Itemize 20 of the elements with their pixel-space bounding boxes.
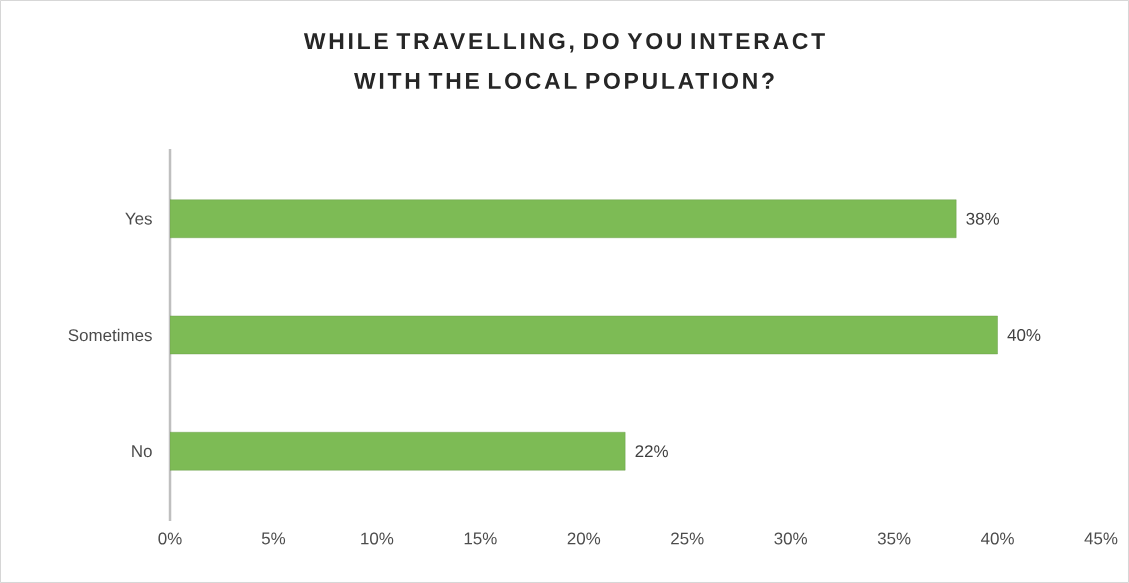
x-tick-label: 45% (1084, 532, 1118, 545)
x-tick-label: 5% (261, 532, 286, 545)
chart-title: WHILE TRAVELLING, DO YOU INTERACT WITH THE LOCAL POPULATION? (303, 32, 825, 90)
x-tick-label: 10% (361, 532, 394, 545)
bar (170, 315, 998, 355)
x-tick-label: 35% (877, 532, 911, 545)
bar (170, 199, 957, 238)
data-label: 22% (635, 445, 668, 458)
bar (170, 432, 626, 471)
x-tick-label: 0% (158, 532, 182, 545)
x-tick-label: 15% (464, 532, 497, 545)
x-tick-label: 40% (981, 532, 1014, 545)
y-tick-label: No (132, 445, 152, 458)
y-tick-label: Yes (125, 212, 152, 225)
x-tick-label: 25% (671, 532, 704, 545)
x-tick-label: 30% (774, 532, 808, 545)
y-tick-label: Sometimes (68, 328, 152, 342)
data-label: 40% (1007, 328, 1041, 341)
x-tick-label: 20% (567, 532, 601, 545)
data-label: 38% (966, 212, 999, 225)
